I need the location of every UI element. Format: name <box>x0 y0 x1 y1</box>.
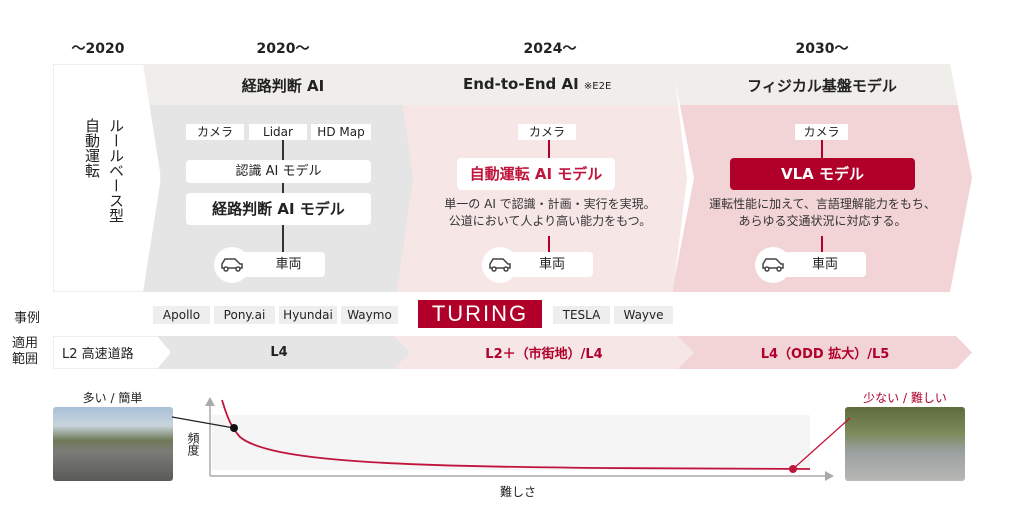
y-axis-arrow <box>205 397 215 406</box>
x-axis-label: 難しさ <box>500 485 537 499</box>
chart-background <box>212 415 810 470</box>
section-title: 経路判断 AI <box>241 77 325 95</box>
x-axis-arrow <box>825 471 834 481</box>
connector-line <box>821 140 823 158</box>
scope-level: L4（ODD 拡大）/L5 <box>678 336 972 369</box>
e2e-model-box: 自動運転 AI モデル <box>457 158 615 190</box>
scope-level: L2＋（市街地）/L4 <box>394 336 694 369</box>
input-camera: カメラ <box>518 124 576 140</box>
e2e-note: ※E2E <box>583 81 612 92</box>
vla-model-box: VLA モデル <box>730 158 915 190</box>
input-camera: カメラ <box>795 124 848 140</box>
input-hdmap: HD Map <box>311 124 371 140</box>
example-chip: Hyundai <box>279 306 337 324</box>
route-model-box: 経路判断 AI モデル <box>186 193 371 225</box>
turing-logo: TURING <box>418 300 542 328</box>
y-axis-label: 頻度 <box>186 432 200 456</box>
e2e-desc: 単一の AI で認識・計画・実行を実現。 <box>444 197 656 211</box>
hard-point <box>789 465 797 473</box>
rule-based-label: ルールベース型 <box>107 118 125 223</box>
vehicle-box: 車両 <box>778 252 866 277</box>
street-photo <box>845 407 965 481</box>
example-chip: Apollo <box>153 306 210 324</box>
connector-line <box>821 236 823 252</box>
example-chip: TESLA <box>553 306 610 324</box>
right-label: 少ない / 難しい <box>863 391 947 405</box>
physical-desc: 運転性能に加えて、言語理解能力をもち、 <box>709 197 936 211</box>
section-title: フィジカル基盤モデル <box>747 77 897 95</box>
car-icon <box>755 247 791 283</box>
frequency-curve <box>221 399 811 470</box>
connector-line <box>548 140 550 158</box>
example-chip: Pony.ai <box>214 306 275 324</box>
physical-desc: あらゆる交通状況に対応する。 <box>738 214 907 228</box>
easy-point <box>230 424 238 432</box>
rule-based-section <box>53 64 161 292</box>
vehicle-box: 車両 <box>240 252 325 277</box>
right-connector <box>792 417 851 470</box>
scope-level: L2 高速道路 <box>53 336 171 369</box>
year-label: 2024〜 <box>523 41 577 57</box>
example-chip: Wayve <box>614 306 673 324</box>
year-label: 〜2020 <box>71 41 125 57</box>
examples-label: 事例 <box>14 311 41 326</box>
input-lidar: Lidar <box>249 124 307 140</box>
section-title: End-to-End AI <box>463 75 579 93</box>
recognition-model-box: 認識 AI モデル <box>186 160 371 183</box>
connector-line <box>548 236 550 252</box>
highway-photo <box>53 407 173 481</box>
scope-level: L4 <box>148 336 410 369</box>
vehicle-box: 車両 <box>505 252 593 277</box>
car-icon <box>482 247 518 283</box>
left-connector <box>171 416 235 429</box>
scope-label: 範囲 <box>12 352 39 367</box>
car-icon <box>214 247 250 283</box>
rule-based-sub: 自動運転 <box>83 118 101 178</box>
input-camera: カメラ <box>186 124 244 140</box>
year-label: 2020〜 <box>256 41 310 57</box>
example-chip: Waymo <box>341 306 398 324</box>
scope-label: 適用 <box>12 336 39 351</box>
year-label: 2030〜 <box>795 41 849 57</box>
left-label: 多い / 簡単 <box>82 391 143 405</box>
e2e-desc: 公道において人より高い能力をもつ。 <box>448 214 652 228</box>
